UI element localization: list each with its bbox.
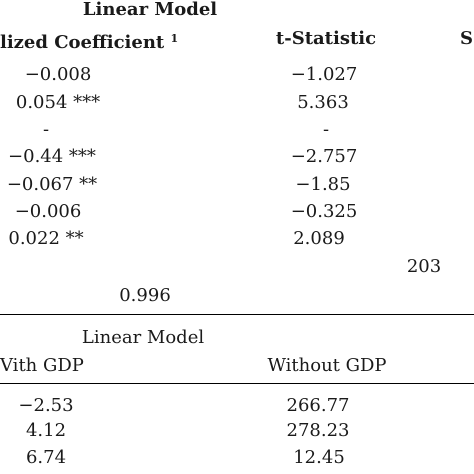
table-separator-rule	[0, 314, 474, 315]
coefficient-footnote-marker: 1	[170, 32, 179, 45]
table1-tstat-cell: -	[322, 119, 330, 140]
table2-header-rule	[0, 383, 474, 384]
table2-without-cell: 278.23	[286, 420, 350, 441]
table1-coef-cell: −0.44 ***	[8, 146, 96, 167]
table2-without-cell: 12.45	[293, 447, 345, 468]
table2-col-with-gdp: Vith GDP	[0, 355, 84, 376]
table1-coef-cell: 0.022 **	[8, 228, 84, 249]
table1-coef-cell: -	[42, 119, 50, 140]
table1-col-partial: S	[460, 28, 473, 49]
table1-tstat-cell: 5.363	[297, 92, 349, 113]
table2-group-header: Linear Model	[81, 327, 205, 348]
table1-tstat-cell: 2.089	[293, 228, 345, 249]
table1-col-coefficient: lized Coefficient 1	[0, 29, 178, 53]
table1-coef-cell: 0.054 ***	[15, 92, 101, 113]
table1-col-coefficient-label: lized Coefficient	[0, 32, 165, 53]
table1-group-header: Linear Model	[82, 0, 218, 20]
table1-tstat-cell: −1.85	[295, 174, 351, 195]
table1-col-tstat: t-Statistic	[275, 28, 377, 49]
table1-observations: 203	[406, 256, 442, 277]
table2-with-cell: 4.12	[25, 420, 67, 441]
table1-tstat-cell: −2.757	[290, 146, 358, 167]
table1-tstat-cell: −0.325	[290, 201, 358, 222]
table2-with-cell: −2.53	[18, 395, 74, 416]
table2-with-cell: 6.74	[25, 447, 67, 468]
table1-coef-cell: −0.008	[24, 64, 92, 85]
table2-col-without-gdp: Without GDP	[267, 355, 387, 376]
table1-tstat-cell: −1.027	[290, 64, 358, 85]
table1-r-squared: 0.996	[119, 285, 171, 306]
table1-coef-cell: −0.067 **	[6, 174, 98, 195]
table2-without-cell: 266.77	[286, 395, 350, 416]
table1-coef-cell: −0.006	[14, 201, 82, 222]
